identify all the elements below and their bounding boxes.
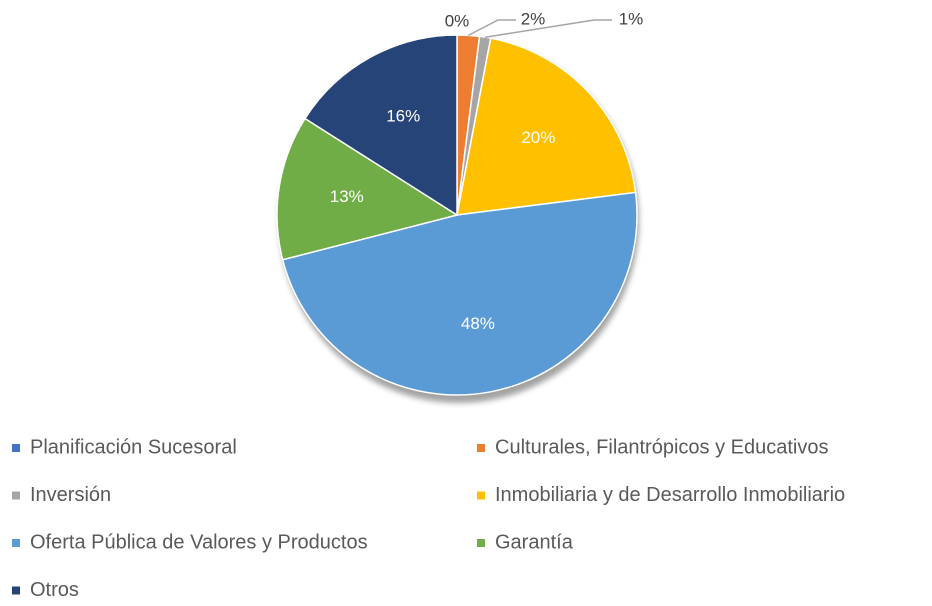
data-labels: 0% 2% 1% 20% 48% 13% 16% [330,9,644,333]
legend-swatch [477,539,485,547]
legend-label: Garantía [495,531,574,553]
legend-swatch [12,444,20,452]
data-label: 48% [461,314,495,333]
pie-slice [456,37,637,216]
legend: Planificación Sucesoral Culturales, Filan… [12,436,845,601]
pie-slice [281,191,638,396]
legend-swatch [12,491,20,500]
data-label: 1% [619,9,644,28]
legend-label: Inversión [30,484,111,506]
legend-label: Otros [30,579,79,601]
data-label: 0% [445,11,470,30]
pie-slice [303,34,458,217]
leader-line [485,19,612,38]
legend-label: Culturales, Filantrópicos y Educativos [495,436,828,458]
legend-label: Oferta Pública de Valores y Productos [30,531,368,553]
legend-label: Inmobiliaria y de Desarrollo Inmobiliari… [495,484,845,506]
legend-swatch [477,491,485,500]
data-label: 2% [521,9,546,28]
data-label: 13% [330,187,364,206]
leader-line [467,19,516,37]
legend-swatch [12,539,20,547]
legend-swatch [477,444,485,452]
data-label: 20% [521,128,555,147]
pie-slice [276,117,459,261]
legend-label: Planificación Sucesoral [30,436,237,458]
legend-swatch [12,586,20,595]
pie [276,34,638,396]
data-label: 16% [386,107,420,126]
